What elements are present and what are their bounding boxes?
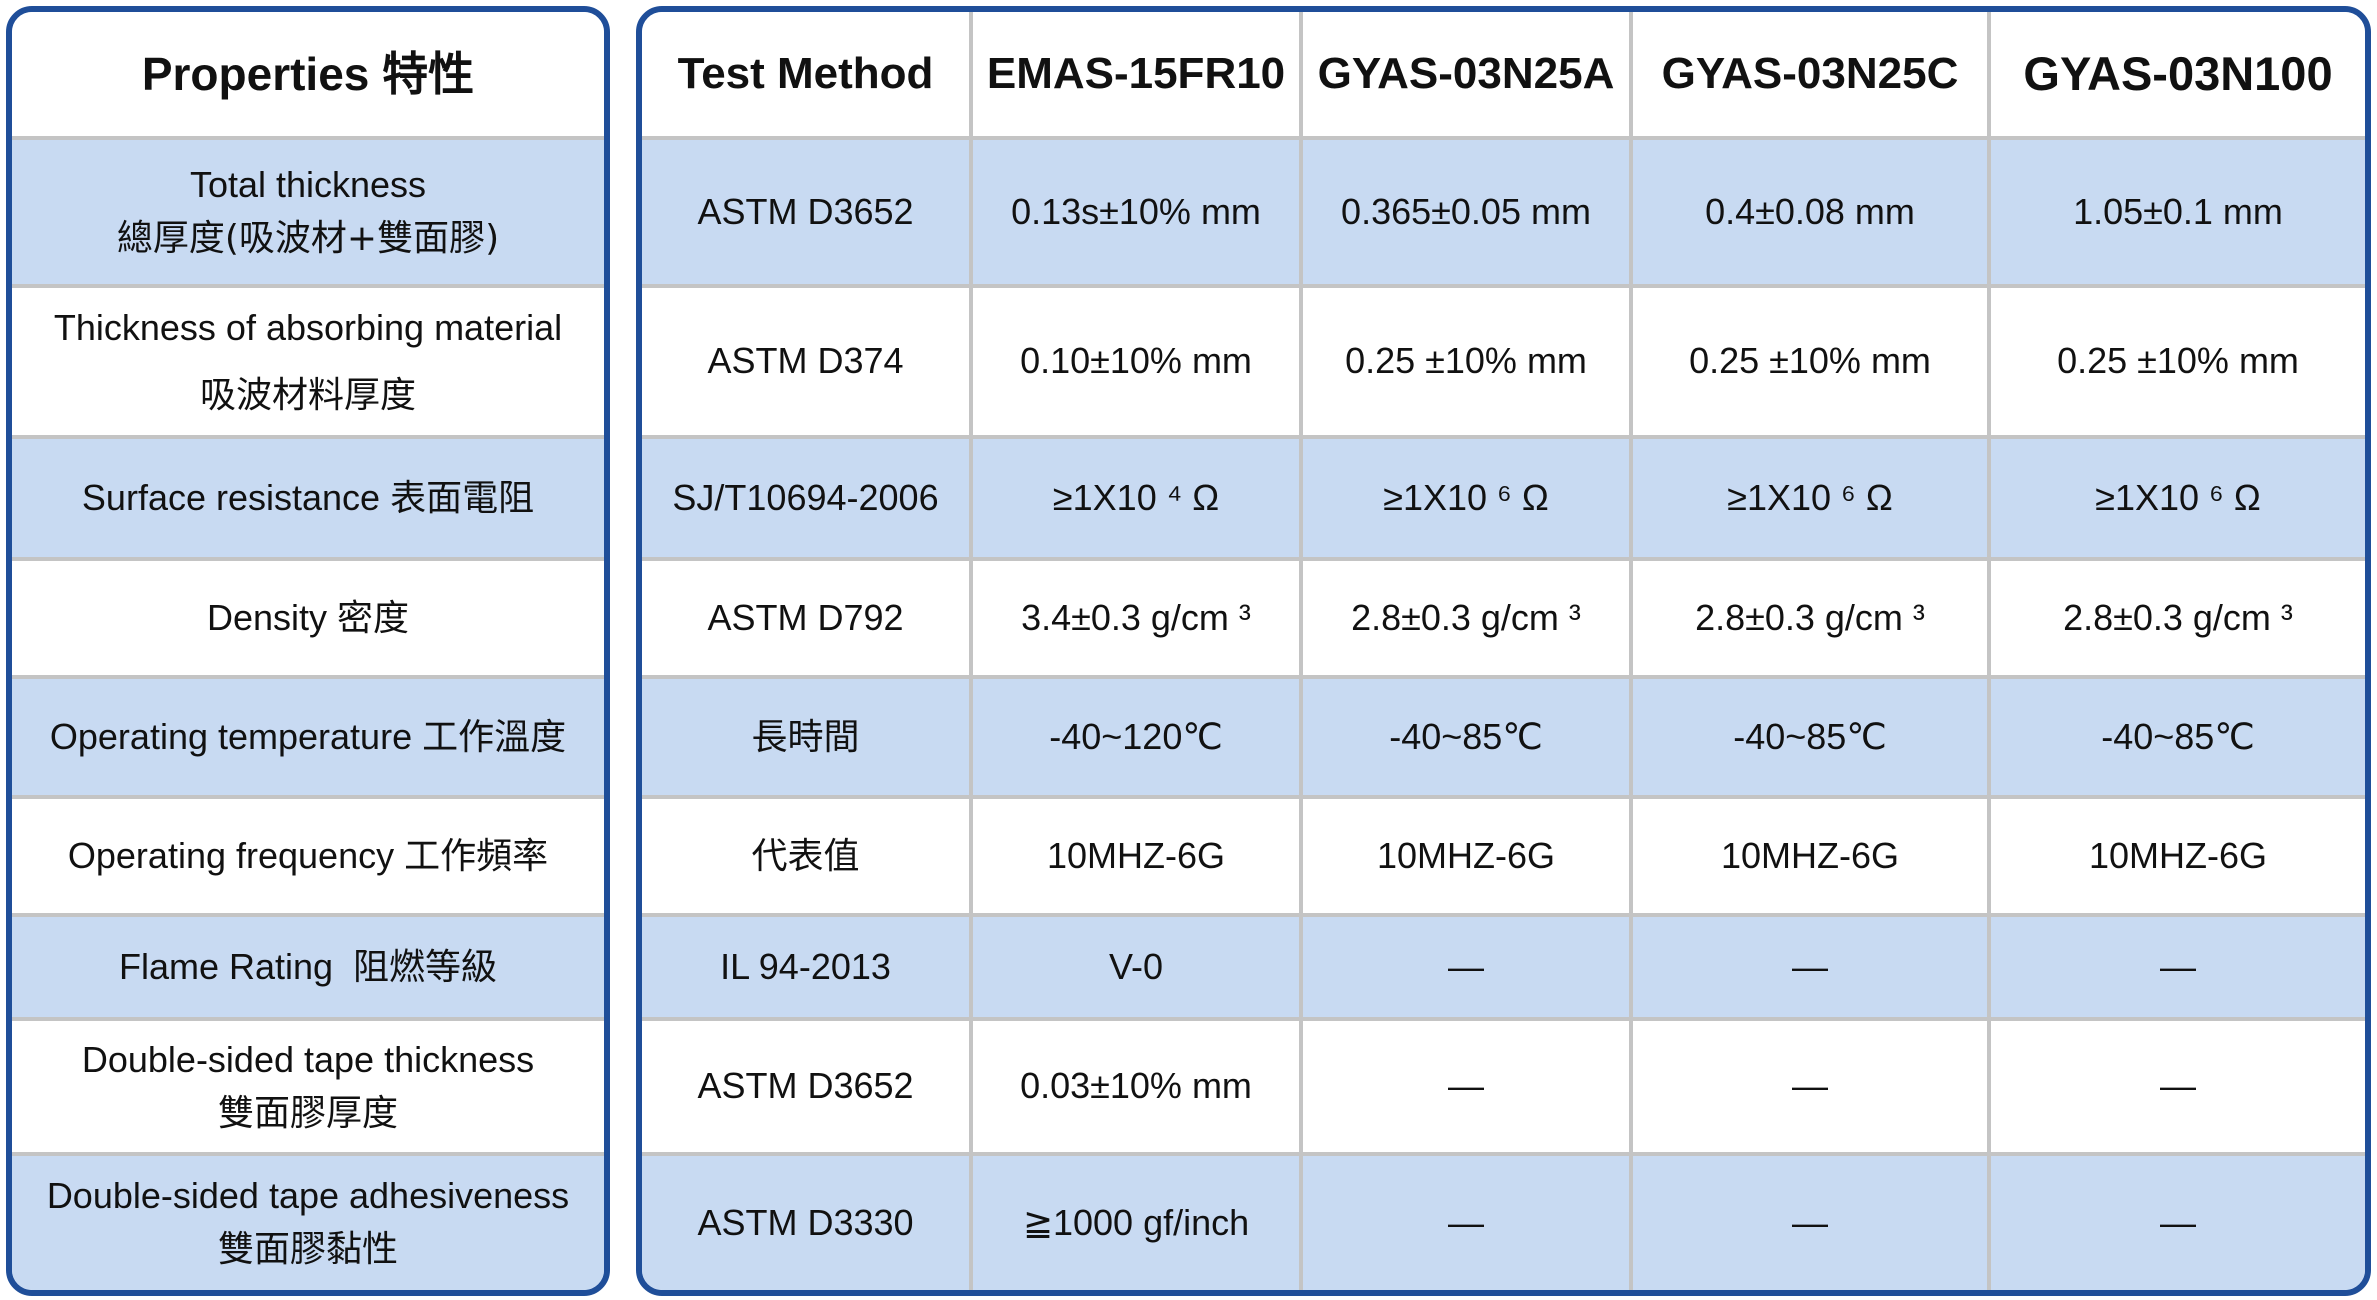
test-method-cell: ASTM D374 bbox=[642, 288, 973, 435]
test-method-cell: ASTM D792 bbox=[642, 561, 973, 675]
value-cell: — bbox=[2160, 1065, 2196, 1107]
property-name-en: Surface resistance 表面電阻 bbox=[81, 477, 535, 518]
property-name-en: Operating temperature 工作溫度 bbox=[49, 716, 567, 757]
table-row: ASTM D3652 0.13s±10% mm 0.365±0.05 mm 0.… bbox=[642, 140, 2365, 288]
property-name-en: Double-sided tape thickness bbox=[81, 1038, 535, 1080]
property-name-en: Operating frequency 工作頻率 bbox=[67, 835, 549, 876]
value-cell: — bbox=[1303, 917, 1633, 1017]
value-cell: -40~85℃ bbox=[1303, 679, 1633, 795]
property-cell: Thickness of absorbing material 吸波材料厚度 bbox=[12, 288, 604, 435]
table-row: IL 94-2013 V-0 — — — bbox=[642, 917, 2365, 1021]
value-cell: — bbox=[2160, 945, 2196, 987]
property-row: Operating temperature 工作溫度 bbox=[12, 679, 604, 799]
value-cell: 1.05±0.1 mm bbox=[2073, 190, 2283, 232]
value-cell: 10MHZ-6G bbox=[973, 799, 1303, 913]
table-row: 長時間 -40~120℃ -40~85℃ -40~85℃ -40~85℃ bbox=[642, 679, 2365, 799]
properties-header-row: Properties 特性 bbox=[12, 12, 604, 140]
value-cell: 3.4±0.3 g/cm ³ bbox=[973, 561, 1303, 675]
value-cell: — bbox=[1633, 917, 1991, 1017]
property-row: Thickness of absorbing material 吸波材料厚度 bbox=[12, 288, 604, 439]
value-cell: 0.13s±10% mm bbox=[973, 140, 1303, 284]
test-method-cell: ASTM D3652 bbox=[642, 1021, 973, 1152]
column-header-gyas-03n25c: GYAS-03N25C bbox=[1633, 12, 1991, 136]
value-cell: — bbox=[1633, 1021, 1991, 1152]
value-cell: 0.25 ±10% mm bbox=[1303, 288, 1633, 435]
column-header-test-method: Test Method bbox=[642, 12, 973, 136]
test-method-cell: SJ/T10694-2006 bbox=[642, 439, 973, 557]
property-cell: Density 密度 bbox=[12, 561, 604, 675]
column-header-emas-15fr10: EMAS-15FR10 bbox=[973, 12, 1303, 136]
property-cell: Surface resistance 表面電阻 bbox=[12, 439, 604, 557]
table-row: SJ/T10694-2006 ≥1X10 ⁴ Ω ≥1X10 ⁶ Ω ≥1X10… bbox=[642, 439, 2365, 561]
property-cell: Flame Rating 阻燃等級 bbox=[12, 917, 604, 1017]
value-cell: — bbox=[1303, 1156, 1633, 1290]
property-name-en: Total thickness bbox=[189, 164, 427, 205]
value-cell: ≧1000 gf/inch bbox=[973, 1156, 1303, 1290]
test-method-cell: IL 94-2013 bbox=[642, 917, 973, 1017]
properties-header: Properties 特性 bbox=[141, 47, 475, 100]
value-cell: ≥1X10 ⁴ Ω bbox=[973, 439, 1303, 557]
property-cell: Operating temperature 工作溫度 bbox=[12, 679, 604, 795]
property-name-zh: 雙面膠厚度 bbox=[217, 1092, 398, 1134]
value-cell: — bbox=[1303, 1021, 1633, 1152]
value-cell: 0.25 ±10% mm bbox=[1633, 288, 1991, 435]
property-name-en: Density 密度 bbox=[206, 597, 410, 638]
property-name-en: Double-sided tape adhesiveness bbox=[46, 1175, 570, 1216]
value-cell: 0.03±10% mm bbox=[973, 1021, 1303, 1152]
value-cell: — bbox=[1633, 1156, 1991, 1290]
value-cell: ≥1X10 ⁶ Ω bbox=[1633, 439, 1991, 557]
table-header-row: Test Method EMAS-15FR10 GYAS-03N25A GYAS… bbox=[642, 12, 2365, 140]
table-row: 代表值 10MHZ-6G 10MHZ-6G 10MHZ-6G 10MHZ-6G bbox=[642, 799, 2365, 917]
table-row: ASTM D374 0.10±10% mm 0.25 ±10% mm 0.25 … bbox=[642, 288, 2365, 439]
property-row: Total thickness 總厚度(吸波材+雙面膠) bbox=[12, 140, 604, 288]
value-cell: 0.4±0.08 mm bbox=[1633, 140, 1991, 284]
value-cell: 2.8±0.3 g/cm ³ bbox=[2063, 596, 2293, 638]
property-cell: Operating frequency 工作頻率 bbox=[12, 799, 604, 913]
value-cell: 2.8±0.3 g/cm ³ bbox=[1633, 561, 1991, 675]
value-cell: ≥1X10 ⁶ Ω bbox=[2095, 476, 2261, 518]
test-method-cell: 長時間 bbox=[642, 679, 973, 795]
value-cell: -40~85℃ bbox=[2101, 715, 2255, 757]
column-header-gyas-03n25a: GYAS-03N25A bbox=[1303, 12, 1633, 136]
property-name-zh: 吸波材料厚度 bbox=[199, 374, 416, 416]
value-cell: ≥1X10 ⁶ Ω bbox=[1303, 439, 1633, 557]
value-cell: 0.25 ±10% mm bbox=[2057, 340, 2299, 382]
property-row: Flame Rating 阻燃等級 bbox=[12, 917, 604, 1021]
property-name-zh: 總厚度(吸波材+雙面膠) bbox=[116, 218, 500, 259]
property-row: Operating frequency 工作頻率 bbox=[12, 799, 604, 917]
test-method-cell: 代表值 bbox=[642, 799, 973, 913]
property-cell: Total thickness 總厚度(吸波材+雙面膠) bbox=[12, 140, 604, 284]
test-method-cell: ASTM D3652 bbox=[642, 140, 973, 284]
value-cell: -40~85℃ bbox=[1633, 679, 1991, 795]
column-header-gyas-03n100: GYAS-03N100 bbox=[2023, 46, 2333, 100]
value-cell: V-0 bbox=[973, 917, 1303, 1017]
properties-panel: Properties 特性 Total thickness 總厚度(吸波材+雙面… bbox=[6, 6, 610, 1296]
property-row: Double-sided tape thickness 雙面膠厚度 bbox=[12, 1021, 604, 1156]
property-name-zh: 雙面膠黏性 bbox=[217, 1229, 398, 1270]
property-row: Double-sided tape adhesiveness 雙面膠黏性 bbox=[12, 1156, 604, 1290]
test-method-cell: ASTM D3330 bbox=[642, 1156, 973, 1290]
value-cell: 0.10±10% mm bbox=[973, 288, 1303, 435]
specs-table-panel: Test Method EMAS-15FR10 GYAS-03N25A GYAS… bbox=[636, 6, 2371, 1296]
table-row: ASTM D3652 0.03±10% mm — — — bbox=[642, 1021, 2365, 1156]
value-cell: -40~120℃ bbox=[973, 679, 1303, 795]
value-cell: — bbox=[2160, 1201, 2196, 1243]
property-cell: Double-sided tape adhesiveness 雙面膠黏性 bbox=[12, 1156, 604, 1290]
property-name-en: Thickness of absorbing material bbox=[53, 306, 563, 348]
property-row: Surface resistance 表面電阻 bbox=[12, 439, 604, 561]
value-cell: 10MHZ-6G bbox=[1633, 799, 1991, 913]
table-row: ASTM D3330 ≧1000 gf/inch — — — bbox=[642, 1156, 2365, 1290]
value-cell: 2.8±0.3 g/cm ³ bbox=[1303, 561, 1633, 675]
property-name-en: Flame Rating 阻燃等級 bbox=[118, 946, 498, 987]
property-cell: Double-sided tape thickness 雙面膠厚度 bbox=[12, 1021, 604, 1152]
property-row: Density 密度 bbox=[12, 561, 604, 679]
table-row: ASTM D792 3.4±0.3 g/cm ³ 2.8±0.3 g/cm ³ … bbox=[642, 561, 2365, 679]
value-cell: 10MHZ-6G bbox=[1303, 799, 1633, 913]
value-cell: 0.365±0.05 mm bbox=[1303, 140, 1633, 284]
value-cell: 10MHZ-6G bbox=[2088, 834, 2268, 876]
